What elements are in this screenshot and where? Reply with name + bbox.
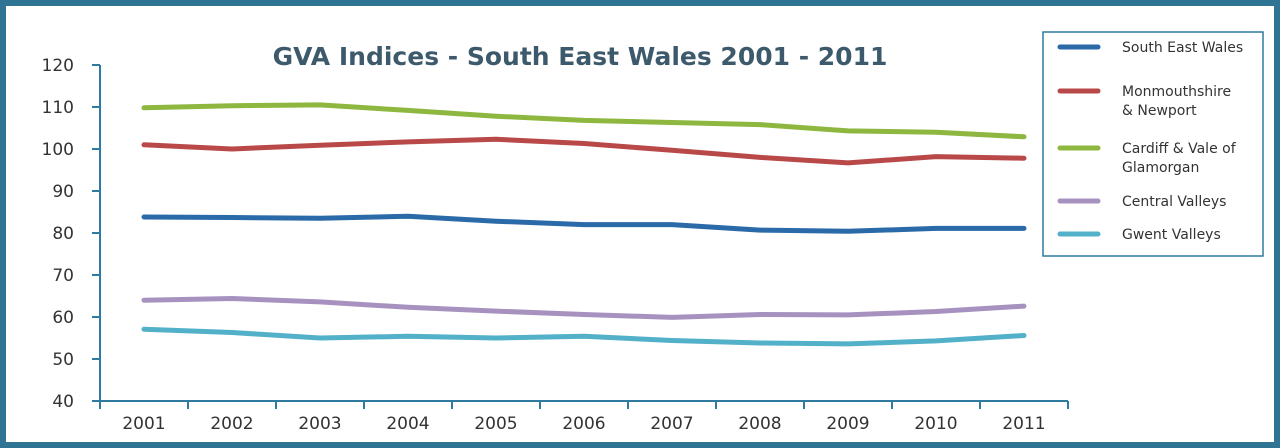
y-tick-label: 60 bbox=[52, 308, 74, 328]
x-tick-label: 2010 bbox=[914, 414, 957, 434]
legend-label: Glamorgan bbox=[1122, 160, 1199, 176]
x-tick-label: 2008 bbox=[738, 414, 781, 434]
legend: South East Wales Monmouthshire & Newport Ca… bbox=[1042, 31, 1264, 257]
y-tick-label: 120 bbox=[42, 56, 74, 76]
x-tick-label: 2005 bbox=[474, 414, 517, 434]
legend-label: Monmouthshire bbox=[1122, 84, 1231, 100]
y-tick-label: 100 bbox=[42, 140, 74, 160]
legend-label: Cardiff & Vale of bbox=[1122, 141, 1237, 157]
legend-label: Gwent Valleys bbox=[1122, 227, 1221, 243]
series-lines bbox=[141, 102, 1027, 347]
series-line-4 bbox=[141, 326, 1027, 347]
legend-box bbox=[1042, 31, 1264, 257]
y-tick-label: 80 bbox=[52, 224, 74, 244]
y-tick-label: 70 bbox=[52, 266, 74, 286]
x-tick-label: 2004 bbox=[386, 414, 429, 434]
series-line-2 bbox=[141, 102, 1027, 140]
axes: 40 50 60 70 80 90 100 110 120 2001 2002 2003 2004 200… bbox=[42, 56, 1069, 434]
series-line-3 bbox=[141, 296, 1027, 320]
series-line-1 bbox=[141, 136, 1027, 166]
x-tick-label: 2003 bbox=[298, 414, 341, 434]
chart-title: GVA Indices - South East Wales 2001 - 20… bbox=[273, 42, 888, 71]
x-tick-label: 2007 bbox=[650, 414, 693, 434]
x-tick-label: 2006 bbox=[562, 414, 605, 434]
legend-label: & Newport bbox=[1122, 103, 1197, 119]
x-tick-label: 2002 bbox=[210, 414, 253, 434]
series-line-0 bbox=[141, 213, 1027, 234]
x-tick-label: 2011 bbox=[1002, 414, 1045, 434]
y-tick-label: 90 bbox=[52, 182, 74, 202]
legend-label: South East Wales bbox=[1122, 40, 1243, 56]
y-tick-label: 110 bbox=[42, 98, 74, 118]
y-tick-label: 40 bbox=[52, 392, 74, 412]
x-tick-label: 2009 bbox=[826, 414, 869, 434]
x-tick-label: 2001 bbox=[122, 414, 165, 434]
y-tick-label: 50 bbox=[52, 350, 74, 370]
legend-label: Central Valleys bbox=[1122, 194, 1226, 210]
